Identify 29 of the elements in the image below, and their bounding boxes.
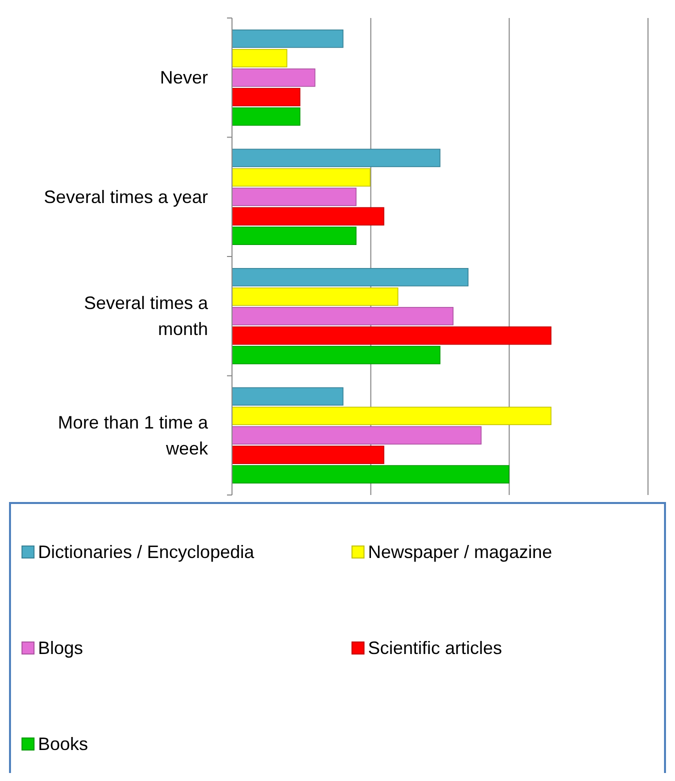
legend-label: Newspaper / magazine bbox=[368, 542, 552, 562]
y-tick-label: Several times a month bbox=[84, 293, 209, 340]
legend-label: Scientific articles bbox=[368, 638, 502, 658]
bar bbox=[232, 168, 371, 187]
bar bbox=[232, 268, 468, 286]
bar bbox=[232, 287, 398, 306]
bar bbox=[232, 188, 356, 206]
bar bbox=[232, 346, 440, 364]
y-tick-label: Several times a year bbox=[44, 186, 208, 207]
legend-label: Blogs bbox=[38, 638, 84, 658]
bar bbox=[232, 207, 384, 226]
bar bbox=[232, 326, 552, 345]
bar bbox=[232, 426, 482, 445]
bar bbox=[232, 226, 356, 245]
y-tick-label: More than 1 time a week bbox=[58, 412, 209, 458]
bar bbox=[232, 148, 440, 168]
y-tick-label: Never bbox=[160, 68, 208, 88]
bar bbox=[232, 446, 384, 464]
bar bbox=[232, 88, 300, 106]
bar bbox=[232, 68, 316, 87]
legend-label: Books bbox=[38, 734, 88, 754]
bar bbox=[232, 107, 300, 126]
bar bbox=[232, 306, 454, 326]
bar bbox=[232, 30, 344, 48]
legend-label: Dictionaries / Encyclopedia bbox=[38, 542, 256, 562]
bar bbox=[232, 48, 288, 68]
bar bbox=[232, 406, 552, 426]
bar bbox=[232, 387, 344, 406]
bar bbox=[232, 465, 510, 484]
